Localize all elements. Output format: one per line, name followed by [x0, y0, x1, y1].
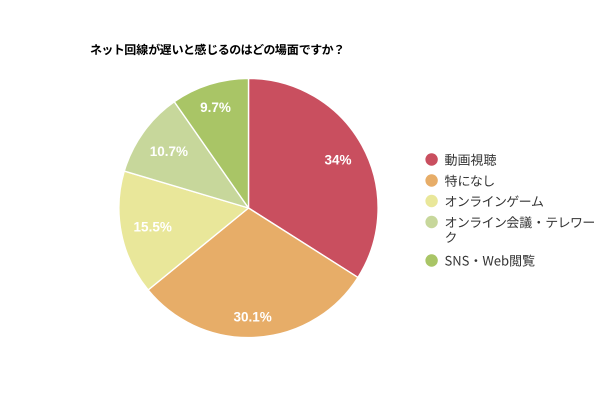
svg-text:9.7%: 9.7%	[200, 100, 231, 115]
svg-text:15.5%: 15.5%	[134, 220, 172, 235]
svg-text:30.1%: 30.1%	[233, 310, 271, 325]
svg-text:10.7%: 10.7%	[150, 144, 188, 159]
svg-text:34%: 34%	[324, 153, 351, 168]
